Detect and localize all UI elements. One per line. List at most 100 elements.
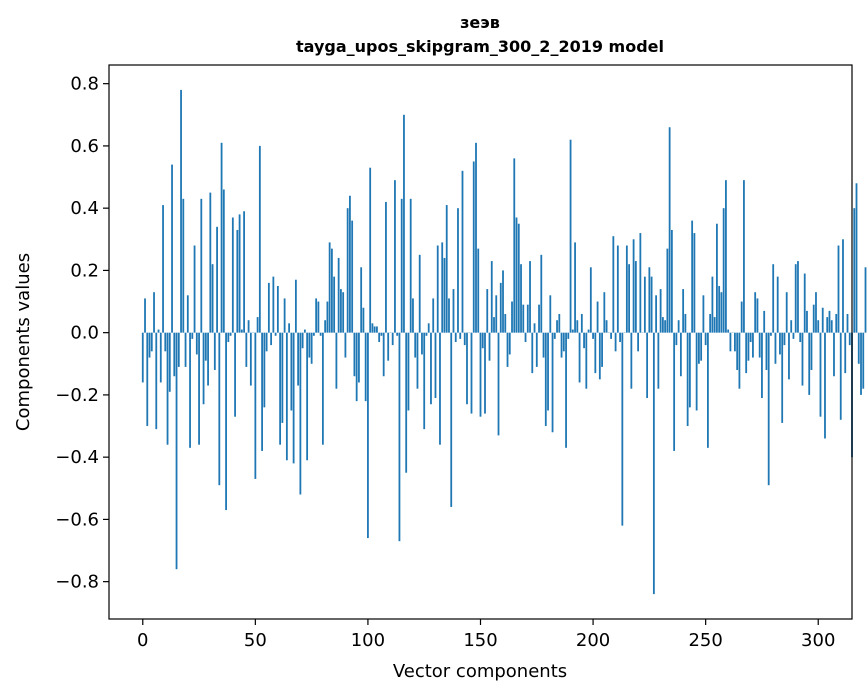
bar — [198, 332, 200, 445]
bar — [373, 326, 376, 333]
bar — [301, 332, 304, 349]
bar — [736, 332, 739, 371]
bar — [666, 248, 669, 333]
bar — [461, 170, 464, 333]
bar — [592, 332, 594, 339]
bar — [556, 320, 558, 333]
bar — [781, 332, 784, 423]
bar — [531, 332, 534, 374]
bar — [722, 208, 725, 333]
bar — [290, 332, 293, 411]
bar — [346, 208, 349, 333]
bar — [761, 332, 763, 399]
bar — [801, 332, 804, 386]
bar — [306, 332, 309, 461]
bar — [265, 332, 268, 352]
bar — [637, 332, 640, 352]
bar — [171, 164, 173, 333]
y-tick-label: 0.6 — [70, 136, 99, 157]
bar — [337, 257, 340, 333]
bar — [799, 332, 802, 342]
bar — [776, 276, 779, 333]
x-tick-label: 50 — [244, 630, 267, 651]
bar — [837, 245, 840, 333]
bar — [767, 332, 770, 486]
bar — [583, 332, 585, 349]
bar — [839, 332, 842, 420]
bar — [779, 332, 781, 355]
bar — [790, 320, 793, 333]
bar — [479, 332, 482, 417]
bar — [162, 205, 164, 333]
bar — [213, 332, 216, 371]
bar — [522, 304, 525, 333]
bar — [553, 332, 556, 339]
bar — [549, 295, 552, 333]
bar — [693, 233, 696, 333]
bar — [200, 198, 203, 333]
bar — [819, 332, 822, 417]
bar — [785, 292, 788, 333]
bar — [493, 317, 495, 333]
bar — [659, 289, 662, 333]
bar — [749, 332, 752, 342]
bar — [797, 261, 799, 333]
bar — [430, 332, 432, 405]
bar — [691, 220, 694, 333]
bar — [441, 242, 444, 333]
bar — [648, 267, 651, 333]
bar — [538, 304, 540, 333]
bar — [418, 254, 421, 333]
y-tick-label: −0.2 — [55, 385, 99, 406]
bar — [168, 332, 171, 392]
bar — [551, 332, 554, 433]
bar — [247, 320, 250, 333]
bar — [186, 295, 189, 333]
bar — [499, 282, 502, 333]
bar — [148, 332, 151, 358]
bar — [580, 313, 583, 333]
bar — [603, 292, 606, 333]
bar — [477, 248, 480, 333]
bar — [585, 332, 588, 389]
bar — [835, 313, 838, 333]
bar — [155, 332, 158, 430]
bar — [698, 332, 700, 364]
bar — [450, 332, 453, 507]
bar — [427, 323, 430, 333]
bar — [400, 198, 403, 333]
bar — [679, 332, 682, 377]
bar — [740, 301, 743, 333]
bar — [695, 332, 698, 411]
bar — [470, 332, 473, 414]
bar — [596, 301, 599, 333]
bar — [193, 245, 196, 333]
bar — [614, 332, 617, 352]
bar — [621, 332, 624, 526]
bar — [657, 332, 660, 389]
bar — [319, 332, 322, 336]
bar — [445, 205, 448, 333]
x-tick-label: 300 — [801, 630, 835, 651]
bar — [380, 332, 383, 336]
bar — [182, 198, 185, 333]
bar — [661, 317, 664, 333]
bar — [567, 332, 570, 339]
bar — [321, 332, 324, 445]
bar — [362, 307, 365, 333]
bar — [144, 298, 146, 333]
bar — [315, 298, 318, 333]
bar — [770, 332, 772, 336]
bar — [159, 332, 162, 383]
bar — [225, 332, 227, 511]
bar — [202, 332, 205, 405]
bar — [484, 332, 486, 414]
bar — [844, 332, 847, 374]
bar — [463, 332, 466, 346]
bar — [475, 142, 477, 333]
bar — [355, 332, 358, 402]
bar — [173, 332, 176, 377]
bar — [294, 279, 297, 333]
bar — [864, 267, 867, 333]
bar — [191, 332, 194, 339]
